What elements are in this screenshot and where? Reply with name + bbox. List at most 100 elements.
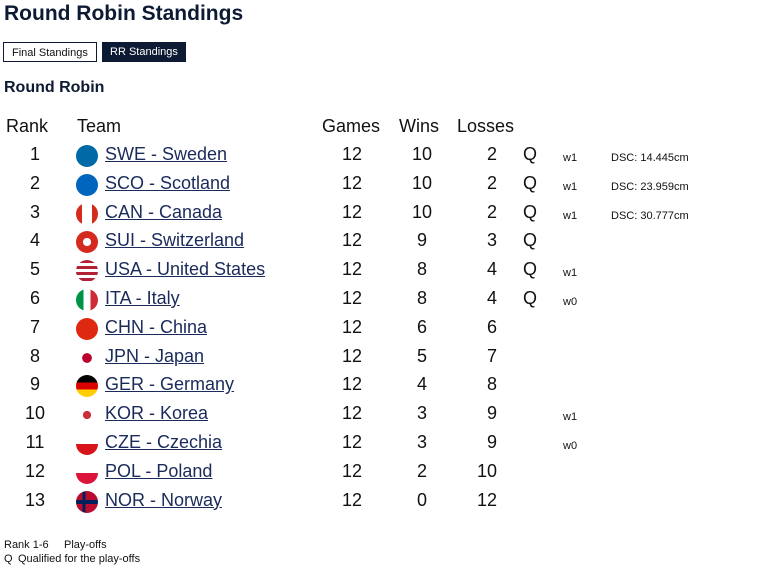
flag [76, 490, 98, 513]
wins: 10 [411, 144, 433, 164]
team-link[interactable]: ITA - Italy [105, 288, 180, 308]
games: 12 [341, 403, 363, 424]
team-link[interactable]: CHN - China [105, 316, 208, 337]
qualified: Q [523, 172, 538, 193]
wins: 8 [416, 259, 427, 280]
team-link[interactable]: NOR - Norway [105, 489, 223, 510]
tab[interactable]: Final Standings [3, 42, 97, 62]
flag [76, 404, 98, 427]
games: 12 [341, 172, 363, 193]
section-title: Round Robin [4, 79, 105, 96]
wins: 2 [416, 460, 427, 481]
team-link[interactable]: CZE - Czechia [105, 432, 223, 452]
flag [76, 317, 98, 340]
games: 12 [341, 230, 363, 251]
page-title: Round Robin Standings [4, 2, 244, 25]
column-header: Games [322, 116, 381, 136]
losses: 6 [486, 316, 497, 337]
legend-text: Qualified for the play-offs [18, 553, 141, 565]
games: 12 [341, 316, 363, 337]
wins: 3 [416, 432, 427, 452]
tab-active[interactable]: RR Standings [102, 42, 186, 62]
legend-key: Rank 1-6 [4, 539, 49, 551]
games: 12 [341, 489, 363, 510]
qualified: Q [523, 288, 538, 308]
wins: 8 [416, 288, 427, 308]
team-link[interactable]: USA - United States [105, 259, 266, 280]
losses: 7 [486, 345, 497, 366]
flag [76, 202, 98, 225]
flag [76, 461, 98, 484]
rank: 4 [29, 230, 40, 251]
team-link[interactable]: KOR - Korea [105, 403, 209, 424]
rank: 12 [24, 460, 46, 481]
rank: 6 [29, 288, 40, 308]
note: w1 [563, 180, 578, 193]
dsc: DSC: 23.959cm [611, 180, 689, 193]
rank: 7 [29, 316, 40, 337]
losses: 4 [486, 259, 497, 280]
losses: 2 [486, 172, 497, 193]
qualified: Q [523, 144, 538, 164]
wins: 4 [416, 374, 427, 395]
legend-text: Play-offs [64, 539, 107, 551]
rank: 3 [29, 201, 40, 222]
wins: 0 [416, 489, 427, 510]
games: 12 [341, 201, 363, 222]
wins: 5 [416, 345, 427, 366]
flag [76, 173, 98, 196]
wins: 9 [416, 230, 427, 251]
wins: 3 [416, 403, 427, 424]
rank: 11 [25, 432, 45, 452]
note: w0 [563, 440, 578, 452]
games: 12 [341, 288, 363, 308]
flag [76, 433, 98, 455]
team-link[interactable]: JPN - Japan [105, 345, 205, 366]
rank: 9 [29, 374, 40, 395]
flag [76, 260, 98, 283]
team-link[interactable]: POL - Poland [105, 460, 213, 481]
qualified: Q [523, 230, 538, 251]
losses: 2 [486, 201, 497, 222]
team-link[interactable]: SWE - Sweden [105, 144, 228, 164]
rank: 10 [24, 403, 46, 424]
column-header: Losses [457, 116, 515, 136]
qualified: Q [523, 259, 538, 280]
wins: 10 [411, 201, 433, 222]
team-link[interactable]: CAN - Canada [105, 201, 223, 222]
games: 12 [341, 345, 363, 366]
column-header: Team [77, 116, 122, 136]
games: 12 [341, 432, 363, 452]
rank: 2 [29, 172, 40, 193]
losses: 10 [476, 460, 497, 481]
note: w1 [563, 267, 578, 280]
games: 12 [341, 144, 363, 164]
flag [76, 375, 98, 398]
team-link[interactable]: GER - Germany [105, 374, 235, 395]
losses: 9 [486, 403, 497, 424]
flag [76, 231, 98, 254]
games: 12 [341, 374, 363, 395]
team-link[interactable]: SCO - Scotland [105, 172, 231, 193]
note: w1 [563, 152, 578, 164]
games: 12 [341, 460, 363, 481]
losses: 9 [486, 432, 497, 452]
note: w1 [563, 411, 578, 424]
column-header: Rank [6, 116, 49, 136]
losses: 4 [486, 288, 497, 308]
dsc: DSC: 14.445cm [611, 152, 689, 164]
games: 12 [341, 259, 363, 280]
losses: 3 [486, 230, 497, 251]
column-header: Wins [399, 116, 439, 136]
losses: 2 [486, 144, 497, 164]
qualified: Q [523, 201, 538, 222]
note: w0 [563, 296, 578, 308]
losses: 8 [486, 374, 497, 395]
flag [76, 346, 98, 369]
team-link[interactable]: SUI - Switzerland [105, 230, 245, 251]
flag [76, 145, 98, 167]
losses: 12 [476, 489, 497, 510]
rank: 13 [24, 489, 46, 510]
legend-key: Q [4, 553, 13, 565]
